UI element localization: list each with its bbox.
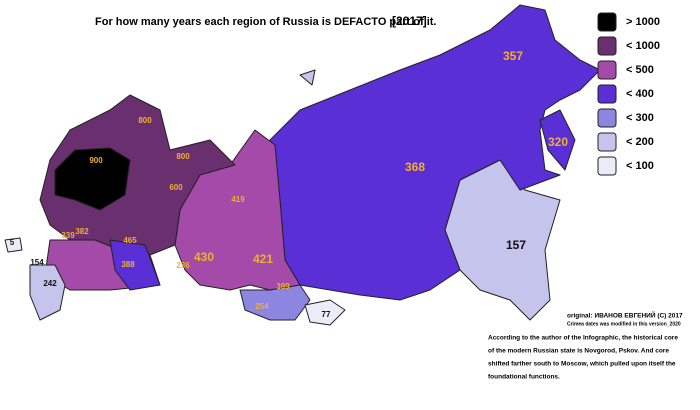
legend-label: > 1000 [626, 16, 660, 28]
legend-label: < 1000 [626, 40, 660, 52]
legend-swatch [597, 132, 617, 152]
far-east-light [444, 159, 561, 321]
region-label: 900 [89, 156, 103, 165]
south-siberia-periwinkle [239, 284, 311, 321]
legend-swatch [597, 108, 617, 128]
crimea [4, 237, 23, 253]
south-blue [109, 239, 161, 291]
legend-label: < 400 [626, 88, 654, 100]
legend-swatch [597, 36, 617, 56]
tuva-light [304, 299, 346, 326]
credit-modified: Crimea dates was modified in this versio… [567, 321, 681, 327]
region-label: 465 [123, 236, 137, 245]
credit-note: According to the author of the Infograph… [488, 335, 678, 342]
region-label: 242 [43, 279, 57, 288]
legend-swatch [597, 156, 617, 176]
credit-note: foundational functions. [488, 374, 560, 381]
caucasus-light [29, 264, 66, 321]
legend-swatch [597, 84, 617, 104]
region-label: 5 [10, 238, 15, 247]
region-label: 388 [121, 260, 135, 269]
legend-label: < 100 [626, 160, 654, 172]
region-label: 421 [253, 252, 273, 266]
credit-note: of the modern Russian state is Novgorod,… [488, 348, 669, 355]
islands [299, 69, 316, 86]
legend-swatch [597, 60, 617, 80]
core-black [54, 147, 131, 211]
region-label: 800 [176, 152, 190, 161]
region-label: 399 [276, 282, 290, 291]
region-label: 430 [194, 250, 214, 264]
legend-label: < 500 [626, 64, 654, 76]
region-label: 800 [138, 116, 152, 125]
region-label: 320 [548, 135, 568, 149]
region-label: 382 [75, 227, 89, 236]
legend-label: < 200 [626, 136, 654, 148]
region-label: 154 [30, 258, 44, 267]
kamchatka [539, 109, 576, 171]
siberia-blue [269, 4, 601, 301]
region-label: 419 [231, 195, 245, 204]
legend-label: < 300 [626, 112, 654, 124]
region-label: 77 [322, 310, 331, 319]
regions [4, 4, 601, 326]
credit-note: shifted farther south to Moscow, which p… [488, 361, 676, 368]
region-label: 368 [405, 160, 425, 174]
region-label: 600 [169, 183, 183, 192]
legend-swatch [597, 12, 617, 32]
title-year: [2017] [392, 14, 427, 28]
credit-original: original: ИВАНОВ ЕВГЕНИЙ (С) 2017 [567, 311, 683, 320]
region-label: 339 [61, 231, 75, 240]
region-label: 357 [503, 49, 523, 63]
region-label: 157 [506, 238, 526, 252]
title: For how many years each region of Russia… [95, 16, 436, 28]
region-label: 236 [176, 261, 190, 270]
region-label: 254 [255, 302, 269, 311]
